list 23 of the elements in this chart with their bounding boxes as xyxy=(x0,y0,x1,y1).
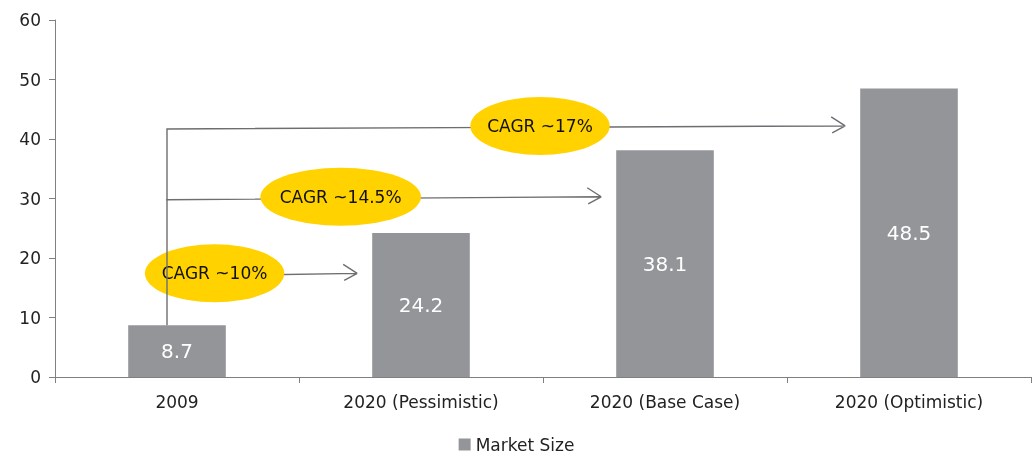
legend-label: Market Size xyxy=(475,434,575,455)
x-tick-label: 2020 (Pessimistic) xyxy=(343,391,499,412)
y-tick-label: 60 xyxy=(19,10,41,30)
bar xyxy=(128,325,226,377)
bar xyxy=(616,150,714,377)
y-tick-label: 30 xyxy=(19,188,41,209)
x-tick-label: 2009 xyxy=(155,391,199,412)
y-tick-label: 0 xyxy=(30,367,41,387)
y-tick-label: 50 xyxy=(19,69,41,90)
annotation: CAGR ~10% xyxy=(161,263,268,284)
data-label: 24.2 xyxy=(398,293,444,318)
data-label: 38.1 xyxy=(642,251,688,276)
y-tick-label: 20 xyxy=(19,248,41,268)
x-tick-label: 2020 (Optimistic) xyxy=(834,391,984,412)
x-tick-label: 2020 (Base Case) xyxy=(589,391,741,412)
y-tick-label: 10 xyxy=(19,307,41,328)
data-label: 8.7 xyxy=(161,339,193,364)
y-tick-label: 40 xyxy=(19,129,41,149)
bar xyxy=(372,233,470,377)
annotation: CAGR ~14.5% xyxy=(279,186,402,207)
bar xyxy=(860,88,958,377)
annotation: CAGR ~17% xyxy=(487,115,593,136)
data-label: 48.5 xyxy=(886,220,932,245)
